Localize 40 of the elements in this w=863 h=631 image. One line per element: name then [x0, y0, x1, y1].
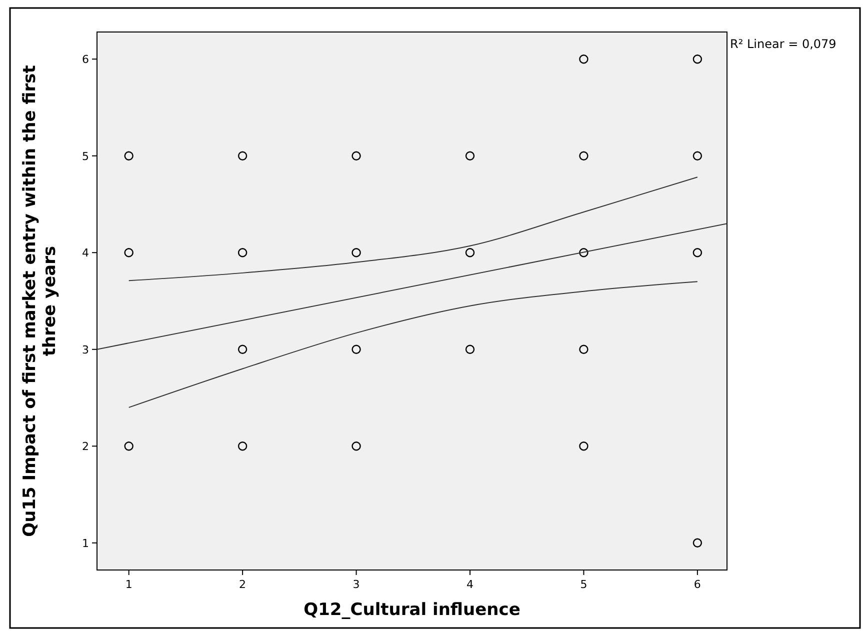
- y-tick-label: 5: [82, 150, 89, 163]
- point: [238, 344, 248, 354]
- point: [692, 248, 702, 258]
- point: [465, 248, 475, 258]
- x-tick-label: 5: [580, 578, 588, 591]
- point: [579, 248, 588, 258]
- point: [692, 54, 702, 64]
- y-axis-title: Qu15 Impact of first market entry within the first three years: [20, 65, 60, 537]
- point: [579, 54, 588, 64]
- point: [465, 344, 475, 354]
- y-tick-label: 1: [82, 536, 89, 550]
- text: R² Linear = 0,079: [730, 37, 836, 51]
- point: [692, 538, 702, 548]
- point: [465, 151, 475, 160]
- line-series: [128, 281, 698, 408]
- x-tick-label: 2: [239, 578, 246, 591]
- point: [352, 344, 361, 354]
- point: [124, 151, 134, 160]
- point: [579, 344, 588, 354]
- point: [352, 151, 361, 160]
- x-tick-label: 1: [125, 578, 132, 591]
- x-tick-label: 4: [466, 578, 474, 591]
- point: [124, 248, 134, 258]
- point: [124, 442, 134, 451]
- point: [352, 442, 361, 451]
- y-tick-label: 2: [82, 440, 89, 454]
- x-axis-title: Q12_Cultural influence: [304, 600, 520, 620]
- x-tick-label: 3: [352, 578, 360, 591]
- point: [352, 248, 361, 258]
- point: [579, 151, 588, 160]
- y-tick-label: 4: [82, 246, 89, 260]
- point: [238, 442, 248, 451]
- y-tick-label: 6: [82, 53, 89, 66]
- point: [579, 442, 588, 451]
- point: [692, 151, 702, 160]
- line-series: [128, 176, 698, 282]
- x-tick-label: 6: [694, 578, 701, 591]
- y-tick-label: 3: [82, 343, 89, 356]
- point: [238, 151, 248, 160]
- point: [238, 248, 248, 258]
